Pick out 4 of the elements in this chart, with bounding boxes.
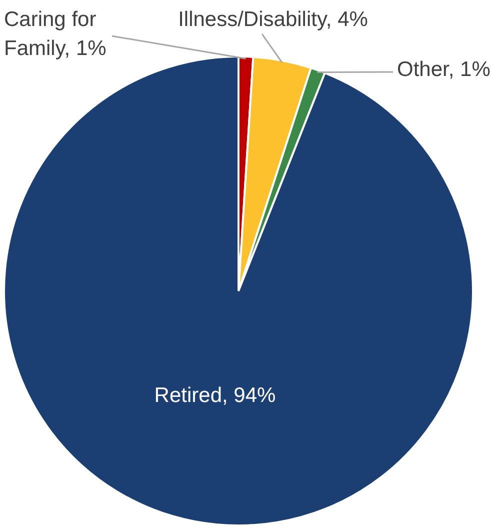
slice-label: Illness/Disability, 4% [178,8,368,31]
slice-label: Caring for Family, 1% [4,8,106,60]
slice-label: Other, 1% [397,58,490,81]
slice-label: Retired, 94% [154,384,276,407]
